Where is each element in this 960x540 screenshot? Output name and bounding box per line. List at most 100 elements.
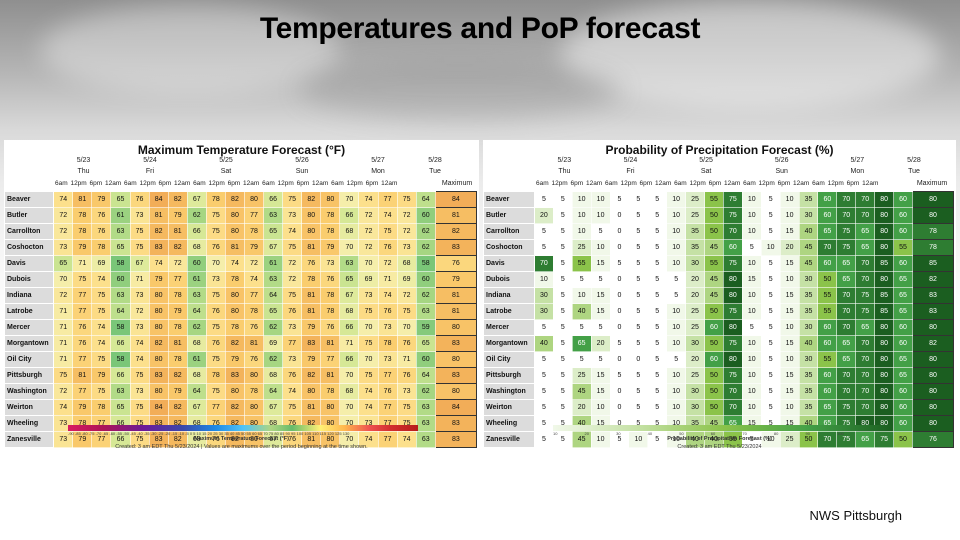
value-cell: 76 [396, 367, 417, 384]
maximum-cell: 80 [911, 319, 955, 336]
value-cell: 5 [552, 271, 573, 288]
value-cell: 30 [798, 351, 819, 368]
value-cell: 70 [855, 399, 876, 416]
value-cell: 80 [243, 431, 265, 448]
day-date-label: 5/24 [143, 157, 157, 164]
value-cell: 58 [110, 255, 131, 272]
value-cell: 60 [415, 271, 436, 288]
value-cell: 80 [874, 383, 895, 400]
value-cell: 76 [129, 191, 150, 208]
value-cell: 10 [779, 399, 800, 416]
site-label: Indiana [3, 287, 55, 304]
value-cell: 15 [779, 383, 800, 400]
value-cell: 80 [320, 191, 341, 208]
value-cell: 78 [224, 319, 245, 336]
value-cell: 80 [722, 271, 743, 288]
value-cell: 65 [263, 223, 284, 240]
value-cell: 5 [552, 399, 573, 416]
maximum-cell: 82 [434, 223, 478, 240]
value-cell: 80 [148, 383, 169, 400]
credit-label: NWS Pittsburgh [809, 508, 902, 523]
value-cell: 10 [666, 255, 687, 272]
value-cell: 63 [110, 287, 131, 304]
value-cell: 60 [893, 319, 913, 336]
value-cell: 60 [817, 191, 838, 208]
value-cell: 30 [685, 255, 705, 272]
value-cell: 72 [358, 207, 379, 224]
value-cell: 81 [301, 399, 322, 416]
value-cell: 5 [760, 383, 781, 400]
value-cell: 78 [320, 303, 341, 320]
site-label: Washington [3, 383, 55, 400]
value-cell: 76 [205, 239, 226, 256]
cloud-shape [560, 0, 940, 110]
value-cell: 5 [590, 351, 611, 368]
value-cell: 0 [609, 271, 630, 288]
value-cell: 62 [263, 351, 284, 368]
value-cell: 69 [396, 271, 417, 288]
pop-summary-header: Maximum [916, 180, 948, 187]
value-cell: 65 [836, 255, 857, 272]
table-row: Zanesville 5 5 45 10 5 10 5 10 40 40 55 5 10 25 50 70 75 6… [483, 431, 955, 448]
value-cell: 10 [590, 239, 611, 256]
value-cell: 68 [186, 367, 207, 384]
value-cell: 78 [167, 319, 188, 336]
value-cell: 50 [704, 335, 724, 352]
value-cell: 63 [263, 271, 284, 288]
value-cell: 70 [836, 191, 857, 208]
value-cell: 72 [282, 271, 303, 288]
site-label: Weirton [483, 399, 535, 416]
value-cell: 80 [874, 335, 895, 352]
value-cell: 75 [91, 383, 112, 400]
table-row: Washington 72 77 75 63 73 80 79 64 75 80 78 64 74 80 78… [3, 383, 478, 400]
value-cell: 65 [855, 319, 876, 336]
value-cell: 76 [320, 319, 341, 336]
site-label: Beaver [483, 191, 535, 208]
value-cell: 5 [647, 367, 668, 384]
value-cell: 65 [836, 271, 857, 288]
value-cell: 25 [685, 367, 705, 384]
value-cell: 65 [110, 239, 131, 256]
temperature-hour-labels: 6am 12pm 6pm 12am 6am 12pm 6pm 12am 6am … [55, 180, 398, 187]
value-cell: 77 [205, 399, 226, 416]
value-cell: 10 [590, 431, 611, 448]
value-cell: 5 [552, 255, 573, 272]
value-cell: 75 [396, 191, 417, 208]
table-row: Latrobe 30 5 40 15 0 5 5 10 25 50 75 10 5 15 35 55 70 75 85… [483, 303, 955, 320]
value-cell: 10 [741, 303, 762, 320]
value-cell: 66 [110, 367, 131, 384]
value-cell: 76 [282, 431, 303, 448]
value-cell: 65 [855, 223, 876, 240]
value-cell: 5 [571, 319, 592, 336]
day-name-label: Mon [850, 168, 865, 175]
value-cell: 77 [72, 287, 93, 304]
value-cell: 75 [855, 287, 876, 304]
value-cell: 77 [91, 431, 112, 448]
value-cell: 5 [628, 319, 649, 336]
value-cell: 75 [282, 191, 303, 208]
day-name-label: Sun [775, 168, 788, 175]
value-cell: 65 [415, 335, 436, 352]
value-cell: 10 [741, 255, 762, 272]
day-date-label: 5/26 [774, 157, 789, 164]
value-cell: 63 [110, 383, 131, 400]
value-cell: 65 [893, 351, 913, 368]
value-cell: 70 [53, 271, 74, 288]
maximum-cell: 80 [911, 383, 955, 400]
value-cell: 5 [533, 319, 554, 336]
value-cell: 0 [609, 319, 630, 336]
temperature-panel: Maximum Temperature Forecast (°F) 5/23 Th… [3, 140, 479, 460]
value-cell: 63 [415, 415, 436, 432]
value-cell: 55 [893, 239, 913, 256]
value-cell: 70 [836, 287, 857, 304]
value-cell: 80 [874, 191, 895, 208]
value-cell: 59 [415, 319, 436, 336]
value-cell: 81 [301, 287, 322, 304]
value-cell: 75 [205, 207, 226, 224]
value-cell: 73 [320, 255, 341, 272]
value-cell: 73 [282, 207, 303, 224]
value-cell: 10 [779, 191, 800, 208]
value-cell: 58 [110, 319, 131, 336]
value-cell: 10 [741, 207, 762, 224]
value-cell: 20 [779, 239, 800, 256]
